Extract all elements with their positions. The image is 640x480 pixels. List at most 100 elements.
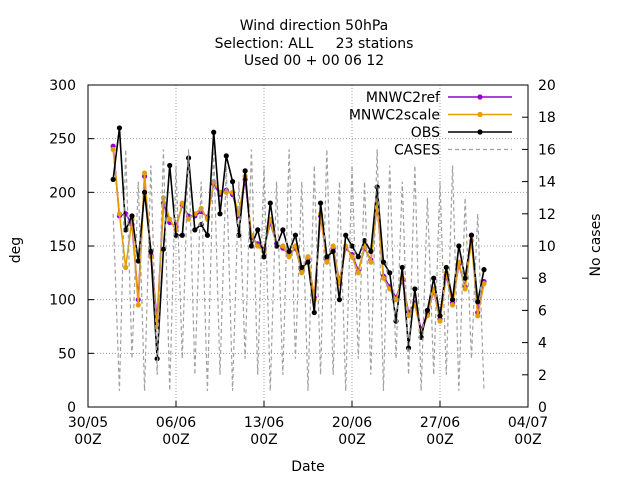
y-axis-label: deg <box>8 237 24 263</box>
point <box>387 270 393 276</box>
point <box>179 232 185 238</box>
point <box>361 238 368 244</box>
x-tick-label: 30/05 00Z <box>68 415 108 448</box>
cases-line <box>112 149 485 391</box>
y2-tick-label: 4 <box>538 336 547 352</box>
y-tick-label: 200 <box>49 185 76 201</box>
point <box>437 318 443 324</box>
legend-label: MNWC2ref <box>366 90 441 106</box>
point <box>167 216 173 222</box>
point <box>443 264 449 271</box>
y2-tick-label: 0 <box>538 400 547 416</box>
point <box>116 211 123 217</box>
point <box>229 179 236 185</box>
point <box>223 189 229 195</box>
point <box>255 243 261 249</box>
point <box>160 246 167 252</box>
point <box>223 153 229 159</box>
chart-subtitle: Used 00 + 00 06 12 <box>244 53 384 69</box>
point <box>135 258 141 264</box>
point <box>185 216 192 222</box>
point <box>129 213 135 219</box>
series-line <box>112 127 485 359</box>
point <box>380 275 387 281</box>
point <box>110 176 116 183</box>
point <box>424 307 431 313</box>
point <box>456 243 462 249</box>
point <box>179 200 185 206</box>
point <box>368 248 374 254</box>
y2-tick-label: 12 <box>538 207 556 223</box>
point <box>324 254 330 260</box>
y-tick-label: 300 <box>49 78 76 94</box>
point <box>317 200 324 206</box>
legend-label: MNWC2scale <box>349 108 440 124</box>
point <box>462 275 468 281</box>
chart-title: Wind direction 50hPa <box>240 18 389 34</box>
point <box>248 243 255 249</box>
y-tick-label: 100 <box>49 293 76 309</box>
y2-tick-label: 16 <box>538 142 556 158</box>
point <box>355 270 361 276</box>
x-axis-label: Date <box>291 459 324 475</box>
point <box>280 243 286 249</box>
point <box>449 297 456 303</box>
x-tick-label: 20/06 00Z <box>332 415 372 448</box>
point <box>468 232 475 238</box>
point <box>475 299 481 305</box>
point <box>405 345 412 351</box>
point <box>123 227 129 233</box>
point <box>173 232 179 238</box>
point <box>305 254 311 260</box>
legend-point <box>477 129 483 135</box>
y2-tick-label: 8 <box>538 271 547 287</box>
x-tick-label: 27/06 00Z <box>420 415 460 448</box>
point <box>462 286 468 292</box>
legend-point <box>477 94 483 100</box>
y2-tick-label: 10 <box>538 239 556 255</box>
point <box>286 254 292 260</box>
point <box>374 184 380 190</box>
point <box>135 302 141 308</box>
legend-label: CASES <box>394 143 440 159</box>
point <box>110 146 116 152</box>
y-tick-label: 50 <box>58 346 76 362</box>
point <box>431 275 437 281</box>
point <box>198 205 204 212</box>
point <box>449 302 456 308</box>
point <box>336 297 343 303</box>
point <box>475 313 481 319</box>
point <box>211 179 217 185</box>
y-tick-label: 0 <box>67 400 76 416</box>
point <box>368 259 374 265</box>
y-tick-label: 250 <box>49 132 76 148</box>
point <box>123 264 129 271</box>
point <box>311 309 317 316</box>
point <box>192 227 198 233</box>
x-tick-label: 13/06 00Z <box>244 415 284 448</box>
point <box>349 243 355 249</box>
legend-point <box>477 111 483 118</box>
point <box>217 211 223 217</box>
point <box>399 264 405 271</box>
y2-tick-label: 18 <box>538 110 556 126</box>
chart-subtitle: Selection: ALL 23 stations <box>215 36 414 52</box>
point <box>437 313 443 319</box>
point <box>299 264 305 271</box>
point <box>481 280 487 287</box>
point <box>286 248 292 254</box>
point <box>141 170 148 176</box>
point <box>481 267 487 273</box>
x-tick-label: 04/07 00Z <box>508 415 548 448</box>
point <box>380 259 387 265</box>
point <box>393 297 399 303</box>
point <box>141 189 148 195</box>
plot-frame <box>87 84 529 408</box>
point <box>305 259 311 265</box>
point <box>211 129 217 135</box>
point <box>343 232 349 238</box>
point <box>116 125 123 131</box>
y2-tick-label: 2 <box>538 368 547 384</box>
